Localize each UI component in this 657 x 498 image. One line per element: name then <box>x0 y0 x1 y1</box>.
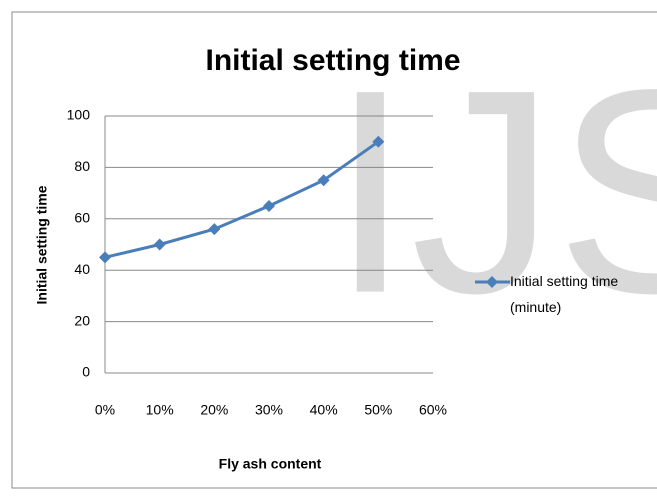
y-tick-label: 0 <box>82 364 90 380</box>
y-tick-label: 20 <box>74 312 90 328</box>
data-point <box>263 199 275 212</box>
x-tick-label: 10% <box>146 402 174 418</box>
data-point <box>372 135 385 148</box>
y-tick-label: 40 <box>74 261 90 277</box>
x-tick-label: 50% <box>364 402 392 418</box>
data-point <box>208 223 221 236</box>
data-point <box>99 251 111 264</box>
legend: Initial setting time (minute) <box>510 273 619 315</box>
y-axis-title: Initial setting time <box>34 185 50 304</box>
legend-marker <box>486 276 498 288</box>
legend-label: Initial setting time (minute) <box>510 273 619 315</box>
x-tick-label: 40% <box>310 402 338 418</box>
y-tick-label: 80 <box>74 158 90 174</box>
x-tick-label: 0% <box>95 402 115 418</box>
data-point <box>317 174 330 187</box>
x-axis-title: Fly ash content <box>219 456 322 472</box>
data-point <box>153 238 166 251</box>
y-tick-label: 100 <box>67 107 91 123</box>
plot-area: 0 20 40 60 80 100 0% 10% 20% 30% 40% 50% 60% <box>67 107 510 418</box>
chart-frame <box>11 11 657 489</box>
chart-title: Initial setting time <box>205 44 460 77</box>
x-tick-label: 30% <box>255 402 283 418</box>
watermark: IJS <box>330 30 657 354</box>
y-tick-label: 60 <box>74 210 90 226</box>
x-tick-label: 20% <box>200 402 228 418</box>
x-tick-label: 60% <box>419 402 447 418</box>
data-line <box>104 140 380 259</box>
